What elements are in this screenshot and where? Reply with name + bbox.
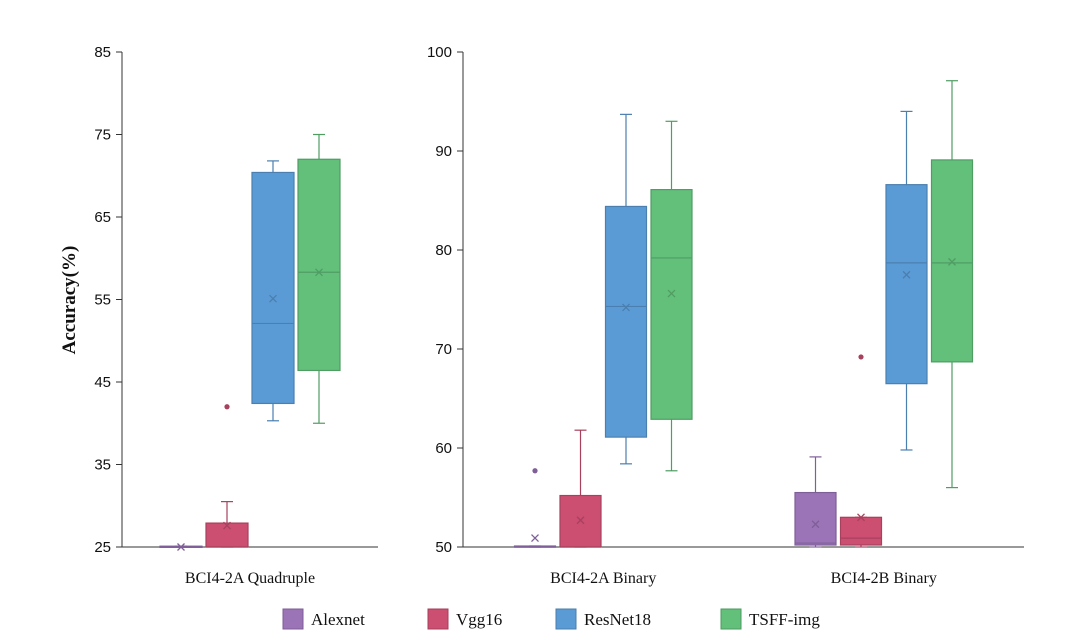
mean-marker bbox=[622, 303, 630, 312]
box-vgg16 bbox=[559, 494, 602, 548]
y-tick-label: 60 bbox=[435, 440, 452, 457]
y-tick-label: 70 bbox=[435, 341, 452, 358]
legend-label: Alexnet bbox=[311, 610, 365, 629]
y-tick-label: 55 bbox=[94, 292, 111, 309]
panel-binary: 50 60 70 80 90 100 BCI4-2A Binary BCI4-2B Binar… bbox=[427, 44, 1024, 587]
box-tsff-img bbox=[297, 158, 341, 372]
mean-marker bbox=[315, 268, 323, 277]
legend-swatch-resnet18 bbox=[555, 608, 577, 630]
outlier-point bbox=[224, 404, 230, 410]
box-resnet18 bbox=[604, 205, 648, 438]
legend-label: Vgg16 bbox=[456, 610, 502, 629]
x-category-label: BCI4-2B Binary bbox=[831, 570, 937, 587]
y-axis-title: Accuracy(%) bbox=[59, 246, 80, 355]
box-tsff-img bbox=[650, 189, 693, 420]
y-tick-label: 35 bbox=[94, 457, 111, 474]
y-tick-label: 25 bbox=[94, 539, 111, 556]
box-alexnet bbox=[794, 491, 837, 546]
legend-label: TSFF-img bbox=[749, 610, 820, 629]
y-tick-label: 100 bbox=[427, 44, 452, 61]
mean-marker bbox=[177, 543, 185, 551]
x-category-label: BCI4-2A Binary bbox=[550, 570, 656, 587]
y-tick-label: 65 bbox=[94, 209, 111, 226]
box-tsff-img bbox=[930, 159, 974, 363]
y-tick-label: 45 bbox=[94, 374, 111, 391]
legend-swatch-vgg16 bbox=[427, 608, 449, 630]
legend-swatch-alexnet bbox=[282, 608, 304, 630]
panel-quadruple: 25 35 45 55 65 75 85 BCI4-2A Quadruple bbox=[94, 44, 378, 587]
y-tick-label: 75 bbox=[94, 127, 111, 144]
mean-marker bbox=[811, 520, 820, 529]
legend: Alexnet Vgg16 ResNet18 TSFF-img bbox=[282, 608, 820, 630]
mean-marker bbox=[857, 513, 865, 522]
mean-marker bbox=[902, 270, 911, 279]
mean-marker bbox=[223, 521, 231, 530]
y-tick-label: 80 bbox=[435, 242, 452, 259]
x-category-label: BCI4-2A Quadruple bbox=[185, 570, 315, 587]
legend-label: ResNet18 bbox=[584, 610, 651, 629]
mean-marker bbox=[576, 516, 585, 525]
box-resnet18 bbox=[251, 171, 295, 405]
y-tick-label: 90 bbox=[435, 143, 452, 160]
outlier-point bbox=[858, 354, 864, 360]
y-tick-label: 85 bbox=[94, 44, 111, 61]
mean-marker bbox=[269, 294, 277, 303]
legend-swatch-tsff-img bbox=[720, 608, 742, 630]
mean-marker bbox=[531, 534, 539, 543]
box-resnet18 bbox=[885, 184, 928, 385]
mean-marker bbox=[948, 257, 956, 266]
mean-marker bbox=[667, 289, 676, 298]
outlier-point bbox=[532, 468, 538, 474]
box-vgg16 bbox=[839, 516, 883, 546]
box-vgg16 bbox=[205, 522, 249, 548]
y-tick-label: 50 bbox=[435, 539, 452, 556]
